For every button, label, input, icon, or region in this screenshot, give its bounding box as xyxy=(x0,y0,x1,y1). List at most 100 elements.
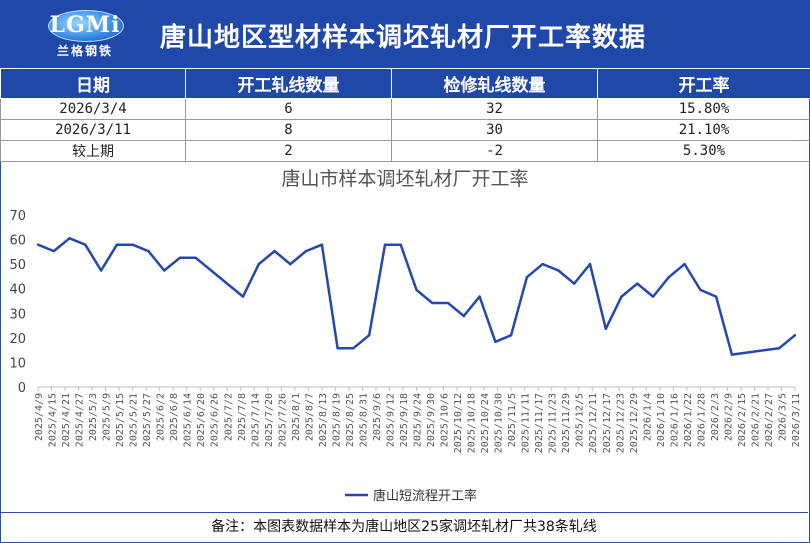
cell-date: 2026/3/11 xyxy=(0,119,186,141)
y-tick-label: 60 xyxy=(9,234,26,249)
data-point xyxy=(178,256,182,259)
x-tick-label: 2025/7/20 xyxy=(264,393,275,447)
x-tick-label: 2025/4/9 xyxy=(34,393,45,441)
x-tick-label: 2026/2/3 xyxy=(710,393,721,441)
x-tick-label: 2025/9/30 xyxy=(426,393,437,447)
cell-utilization-rate: 5.30% xyxy=(597,140,810,162)
data-point xyxy=(273,249,276,253)
y-tick-label: 40 xyxy=(9,283,26,298)
logo-letters: LGMi xyxy=(49,12,121,38)
data-point xyxy=(52,249,55,253)
series-layer xyxy=(36,237,797,356)
data-point xyxy=(494,340,497,343)
data-point xyxy=(257,262,260,266)
x-tick-label: 2025/12/5 xyxy=(575,393,586,447)
x-tick-label: 2025/5/27 xyxy=(142,393,153,447)
table-row: 较上期 2 -2 5.30% xyxy=(0,140,810,162)
data-point xyxy=(147,249,150,253)
cell-maintenance-lines: 32 xyxy=(391,98,598,120)
y-tick-label: 10 xyxy=(9,356,26,371)
x-tick-label: 2026/1/16 xyxy=(669,393,680,447)
x-tick-label: 2026/2/27 xyxy=(764,393,775,447)
data-point xyxy=(352,347,355,350)
x-tick-label: 2025/11/17 xyxy=(534,393,545,453)
x-tick-label: 2025/11/23 xyxy=(548,393,559,453)
x-tick-label: 2025/5/15 xyxy=(115,393,126,447)
data-point xyxy=(320,243,324,246)
x-tick-label: 2025/8/19 xyxy=(331,393,342,447)
x-tick-label: 2025/11/11 xyxy=(521,393,532,453)
table-row: 2026/3/11 8 30 21.10% xyxy=(0,119,810,141)
data-point xyxy=(399,243,402,246)
chart-legend: 唐山短流程开工率 xyxy=(345,488,477,504)
table-header-row: 日期 开工轧线数量 检修轧线数量 开工率 xyxy=(0,68,810,99)
column-header-utilization-rate: 开工率 xyxy=(597,68,810,99)
x-tick-label: 2025/9/18 xyxy=(399,393,410,447)
x-tick-label: 2025/12/17 xyxy=(602,393,613,453)
x-tick-label: 2026/1/28 xyxy=(696,393,707,447)
data-point xyxy=(478,295,481,298)
cell-utilization-rate: 15.80% xyxy=(597,98,810,120)
x-tick-label: 2026/2/9 xyxy=(723,393,734,441)
cell-maintenance-lines: -2 xyxy=(391,140,598,162)
data-point xyxy=(304,249,308,253)
data-point xyxy=(541,262,544,266)
x-tick-label: 2025/7/2 xyxy=(223,393,234,441)
legend-label: 唐山短流程开工率 xyxy=(373,488,477,504)
x-tick-label: 2026/2/15 xyxy=(737,393,748,447)
x-tick-label: 2025/5/3 xyxy=(88,393,99,441)
y-tick-label: 70 xyxy=(9,209,26,224)
data-point xyxy=(163,269,166,272)
footer-note: 备注：本图表数据样本为唐山地区25家调坯轧材厂共38条轧线 xyxy=(0,512,808,541)
series-line xyxy=(37,237,796,356)
y-tick-label: 50 xyxy=(9,258,26,273)
x-tick-label: 2025/7/26 xyxy=(277,393,288,447)
logo-globe-icon xyxy=(48,10,124,42)
data-point xyxy=(651,295,655,298)
header-bar: LGMi 兰格钢铁 唐山地区型材样本调坯轧材厂开工率数据 xyxy=(0,0,810,68)
x-tick-label: 2025/10/24 xyxy=(480,393,491,453)
x-tick-label: 2025/6/20 xyxy=(196,393,207,447)
x-tick-label: 2026/3/11 xyxy=(791,393,802,447)
table-row: 2026/3/4 6 32 15.80% xyxy=(0,98,810,120)
data-point xyxy=(194,256,197,259)
x-tick-label: 2025/7/8 xyxy=(237,393,248,441)
x-tick-label: 2025/9/6 xyxy=(372,393,383,441)
x-tick-label: 2025/8/13 xyxy=(318,393,329,447)
data-point xyxy=(509,334,513,337)
x-tick-label: 2025/12/29 xyxy=(629,393,640,453)
data-point xyxy=(431,301,434,305)
x-tick-label: 2025/11/5 xyxy=(507,393,518,447)
data-point xyxy=(36,243,40,246)
data-point xyxy=(730,353,734,356)
data-point xyxy=(115,243,119,246)
data-point xyxy=(620,295,623,298)
data-point xyxy=(699,288,702,292)
cell-running-lines: 2 xyxy=(185,140,392,162)
column-header-date: 日期 xyxy=(0,68,186,99)
y-tick-label: 0 xyxy=(18,381,26,396)
cell-running-lines: 6 xyxy=(185,98,392,120)
data-point xyxy=(446,301,450,305)
x-tick-label: 2025/12/11 xyxy=(588,393,599,453)
x-tick-label: 2025/12/23 xyxy=(615,393,626,453)
data-point xyxy=(525,276,529,279)
data-point xyxy=(573,282,576,285)
x-tick-label: 2025/8/1 xyxy=(291,393,302,441)
y-tick-label: 20 xyxy=(9,332,26,347)
x-tick-label: 2025/6/2 xyxy=(156,393,167,441)
x-tick-label: 2025/9/12 xyxy=(385,393,396,447)
x-tick-label: 2025/4/15 xyxy=(48,393,59,447)
x-tick-label: 2025/6/14 xyxy=(183,393,194,447)
x-tick-label: 2025/10/12 xyxy=(453,393,464,453)
y-tick-label: 30 xyxy=(9,307,26,322)
x-tick-label: 2025/7/14 xyxy=(250,393,261,447)
cell-utilization-rate: 21.10% xyxy=(597,119,810,141)
cell-date: 2026/3/4 xyxy=(0,98,186,120)
x-axis: 2025/4/9 2025/4/15 2025/4/21 2025/4/27 2025/… xyxy=(34,386,802,453)
x-tick-label: 2025/4/21 xyxy=(61,393,72,447)
data-point xyxy=(99,269,103,272)
x-tick-label: 2026/1/22 xyxy=(683,393,694,447)
x-tick-label: 2025/9/24 xyxy=(413,393,424,447)
data-point xyxy=(383,243,387,246)
